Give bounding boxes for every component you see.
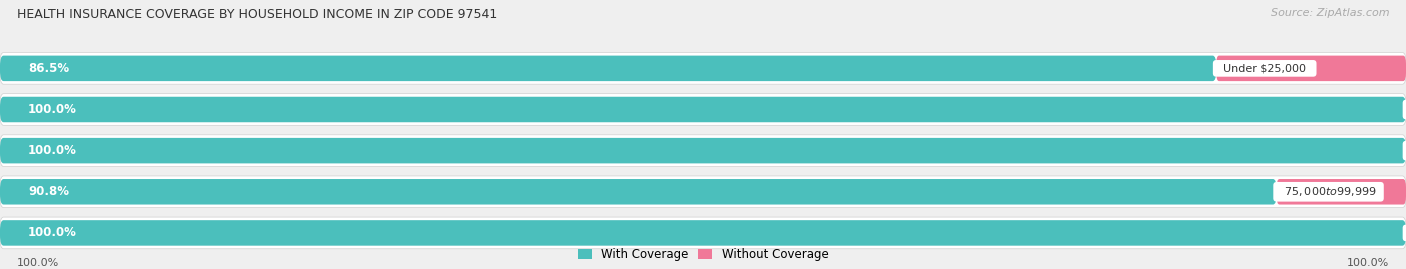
Legend: With Coverage, Without Coverage: With Coverage, Without Coverage — [575, 245, 831, 263]
FancyBboxPatch shape — [0, 52, 1406, 84]
FancyBboxPatch shape — [0, 94, 1406, 125]
Text: Under $25,000: Under $25,000 — [1216, 63, 1313, 73]
Text: Source: ZipAtlas.com: Source: ZipAtlas.com — [1271, 8, 1389, 18]
Text: 100.0%: 100.0% — [28, 103, 77, 116]
FancyBboxPatch shape — [0, 179, 1277, 204]
Text: 86.5%: 86.5% — [28, 62, 69, 75]
FancyBboxPatch shape — [0, 220, 1406, 246]
FancyBboxPatch shape — [0, 97, 1406, 122]
Text: 100.0%: 100.0% — [28, 226, 77, 239]
FancyBboxPatch shape — [1277, 179, 1406, 204]
Text: HEALTH INSURANCE COVERAGE BY HOUSEHOLD INCOME IN ZIP CODE 97541: HEALTH INSURANCE COVERAGE BY HOUSEHOLD I… — [17, 8, 498, 21]
Text: 100.0%: 100.0% — [17, 258, 59, 268]
FancyBboxPatch shape — [0, 176, 1406, 208]
Text: 90.8%: 90.8% — [28, 185, 69, 198]
FancyBboxPatch shape — [0, 217, 1406, 249]
FancyBboxPatch shape — [0, 135, 1406, 167]
Text: 100.0%: 100.0% — [28, 144, 77, 157]
FancyBboxPatch shape — [0, 56, 1216, 81]
FancyBboxPatch shape — [0, 138, 1406, 163]
Text: 100.0%: 100.0% — [1347, 258, 1389, 268]
FancyBboxPatch shape — [1216, 56, 1406, 81]
Text: $75,000 to $99,999: $75,000 to $99,999 — [1277, 185, 1381, 198]
